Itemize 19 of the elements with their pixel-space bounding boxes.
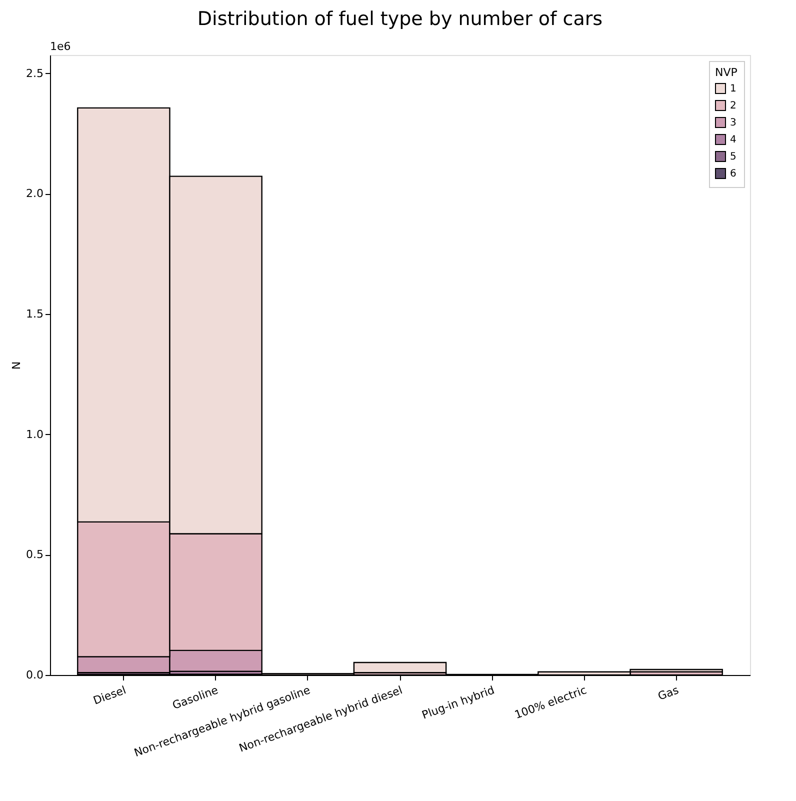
legend-label: 6 [730, 168, 736, 180]
y-tick-label: 0.0 [26, 668, 44, 682]
y-tick-label: 1.0 [26, 428, 44, 441]
y-tick-label: 2.0 [26, 187, 44, 200]
legend-label: 5 [730, 152, 736, 162]
legend-label: 2 [730, 100, 736, 112]
x-tick-label: 100% electric [512, 684, 588, 722]
text: 1e6 [50, 40, 71, 53]
legend-title: NVP [715, 66, 738, 79]
legend-label: 4 [730, 134, 736, 146]
legend-label: 3 [730, 118, 736, 128]
x-tick-label: Gas [656, 683, 681, 703]
y-tick-label: 2.5 [26, 66, 44, 80]
legend-label: 1 [730, 84, 736, 94]
y-tick-label: 0.5 [26, 548, 44, 562]
y-tick-label: 1.5 [26, 307, 44, 320]
y-axis-title: N [10, 361, 24, 370]
chart-title: Distribution of fuel type by number of cars [197, 8, 603, 30]
x-tick-label: Diesel [92, 684, 128, 708]
